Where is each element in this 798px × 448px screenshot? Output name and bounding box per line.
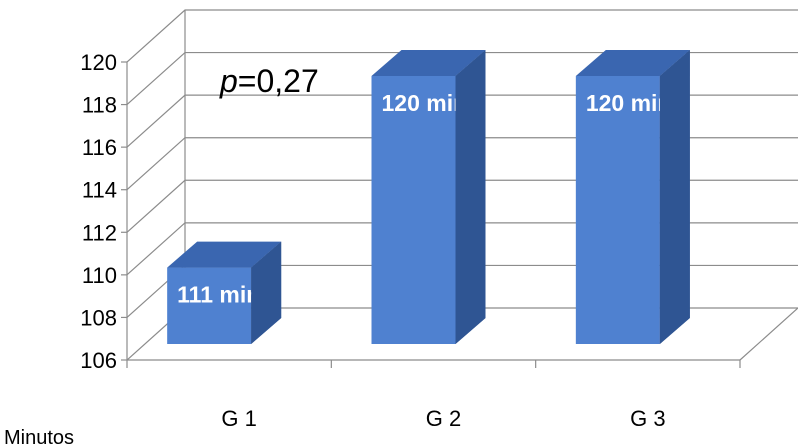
bar-front bbox=[371, 76, 456, 344]
bar-front bbox=[167, 267, 252, 344]
y-tick-label: 106 bbox=[80, 348, 117, 373]
x-category-label: G 2 bbox=[426, 406, 461, 431]
bar-top bbox=[167, 241, 282, 268]
y-axis-label: Minutos bbox=[4, 427, 74, 448]
p-value-annotation: p=0,27 bbox=[219, 63, 319, 99]
x-category-label: G 1 bbox=[221, 406, 256, 431]
y-tick-label: 110 bbox=[82, 263, 117, 288]
floor-right-edge bbox=[739, 307, 798, 361]
p-value-number: =0,27 bbox=[238, 63, 319, 99]
labels: 111 min G 1 120 min G 2 120 min G 3 bbox=[177, 50, 690, 431]
bar-top bbox=[575, 50, 690, 76]
bar-side-overlay bbox=[659, 50, 690, 344]
y-tick-label: 118 bbox=[82, 93, 117, 118]
data-label: 111 min bbox=[177, 282, 260, 308]
bar-side-overlay bbox=[251, 241, 282, 344]
bar-top bbox=[371, 50, 486, 76]
y-tick-label: 120 bbox=[80, 50, 117, 75]
bar-front bbox=[575, 76, 660, 344]
y-tick-label: 114 bbox=[82, 178, 117, 203]
data-label: 120 min bbox=[382, 90, 468, 116]
data-label: 120 min bbox=[586, 90, 672, 116]
y-tick-label: 108 bbox=[80, 305, 117, 330]
y-tick-label: 112 bbox=[82, 220, 117, 245]
p-value-symbol: p bbox=[219, 63, 238, 99]
x-category-label: G 3 bbox=[630, 406, 665, 431]
bar-side-overlay bbox=[455, 50, 486, 344]
axes: 106 108 110 112 114 116 118 120 bbox=[80, 10, 798, 373]
y-tick-label: 116 bbox=[82, 135, 117, 160]
